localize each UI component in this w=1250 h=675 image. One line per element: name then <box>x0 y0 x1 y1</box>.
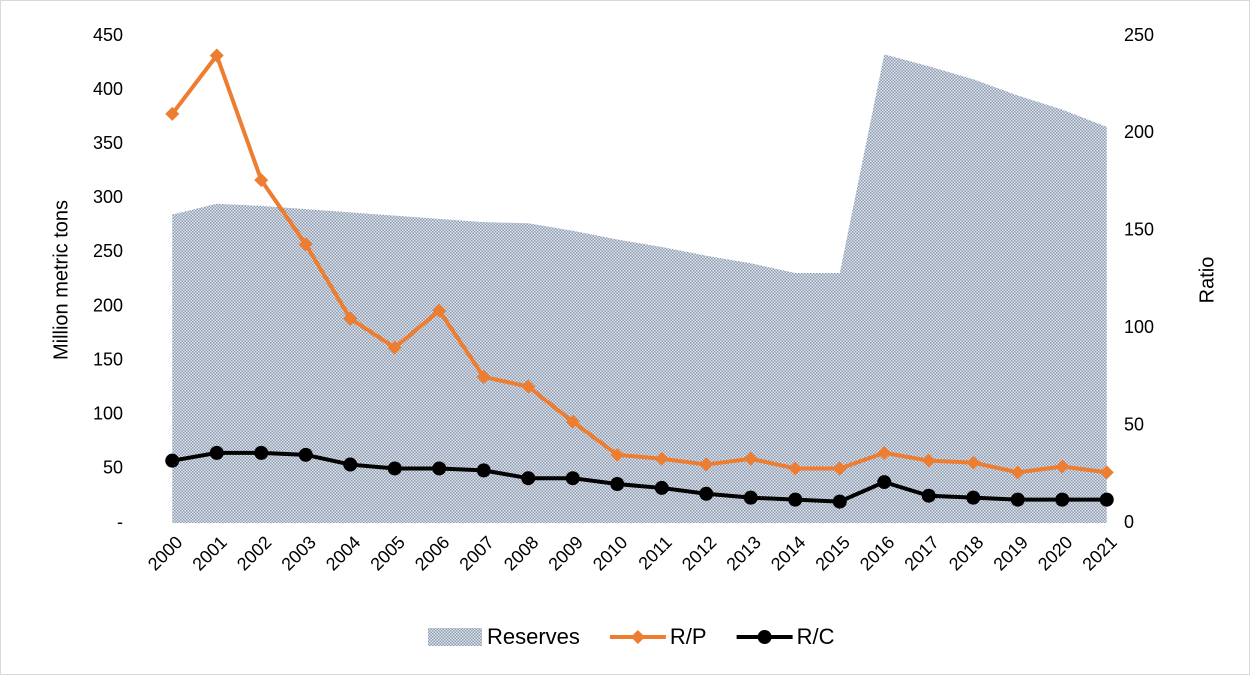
point <box>209 48 224 63</box>
legend-label: R/C <box>797 624 835 649</box>
legend-swatch <box>428 628 482 646</box>
point <box>343 457 358 472</box>
point <box>565 414 580 429</box>
y-tick-label: 150 <box>93 349 123 369</box>
point <box>743 451 758 466</box>
point <box>476 369 491 384</box>
point <box>699 486 714 501</box>
point <box>1010 492 1025 507</box>
y2-tick-label: 0 <box>1124 512 1134 532</box>
legend-label: Reserves <box>487 624 580 649</box>
point <box>298 237 313 252</box>
point <box>654 480 669 495</box>
point <box>254 445 269 460</box>
y-tick-label: 200 <box>93 295 123 315</box>
point <box>254 173 269 188</box>
y2-tick-label: 250 <box>1124 25 1154 45</box>
legend-label: R/P <box>670 624 707 649</box>
point <box>209 445 224 460</box>
point <box>832 494 847 509</box>
y2-tick-label: 200 <box>1124 122 1154 142</box>
y2-tick-label: 150 <box>1124 220 1154 240</box>
point <box>298 447 313 462</box>
point <box>610 447 625 462</box>
point <box>343 311 358 326</box>
point <box>966 490 981 505</box>
point <box>1099 492 1114 507</box>
point <box>165 453 180 468</box>
point <box>699 457 714 472</box>
legend-marker <box>757 630 772 644</box>
y-tick-label: 350 <box>93 133 123 153</box>
point <box>743 490 758 505</box>
area <box>172 54 1107 524</box>
line <box>170 53 1108 475</box>
point <box>521 471 536 486</box>
y2-tick-label: 50 <box>1124 414 1144 434</box>
y-tick-label: 400 <box>93 79 123 99</box>
legend-marker <box>630 630 645 644</box>
point <box>1055 459 1070 474</box>
point <box>432 303 447 318</box>
point <box>1055 492 1070 507</box>
line <box>171 450 1107 504</box>
point <box>654 451 669 466</box>
y-tick-label: 300 <box>93 187 123 207</box>
point <box>877 475 892 490</box>
y-tick-label: 250 <box>93 241 123 261</box>
point <box>1010 465 1025 480</box>
y2-tick-label: 100 <box>1124 317 1154 337</box>
point <box>610 477 625 492</box>
y-axis-label: Million metric tons <box>50 200 72 360</box>
y2-axis-label: Ratio <box>1196 257 1218 304</box>
point <box>966 455 981 470</box>
y-tick-label: 450 <box>93 25 123 45</box>
point <box>921 453 936 468</box>
point <box>788 492 803 507</box>
point <box>521 379 536 394</box>
point <box>921 488 936 503</box>
point <box>432 461 447 476</box>
y-tick-label: 100 <box>93 404 123 424</box>
point <box>1099 465 1114 480</box>
point <box>788 461 803 476</box>
point <box>877 445 892 460</box>
y-tick-label: 50 <box>103 458 123 478</box>
y-tick-label: - <box>117 512 123 532</box>
point <box>565 471 580 486</box>
point <box>832 461 847 476</box>
point <box>387 461 402 476</box>
point <box>387 340 402 355</box>
point <box>476 463 491 478</box>
point <box>165 106 180 121</box>
